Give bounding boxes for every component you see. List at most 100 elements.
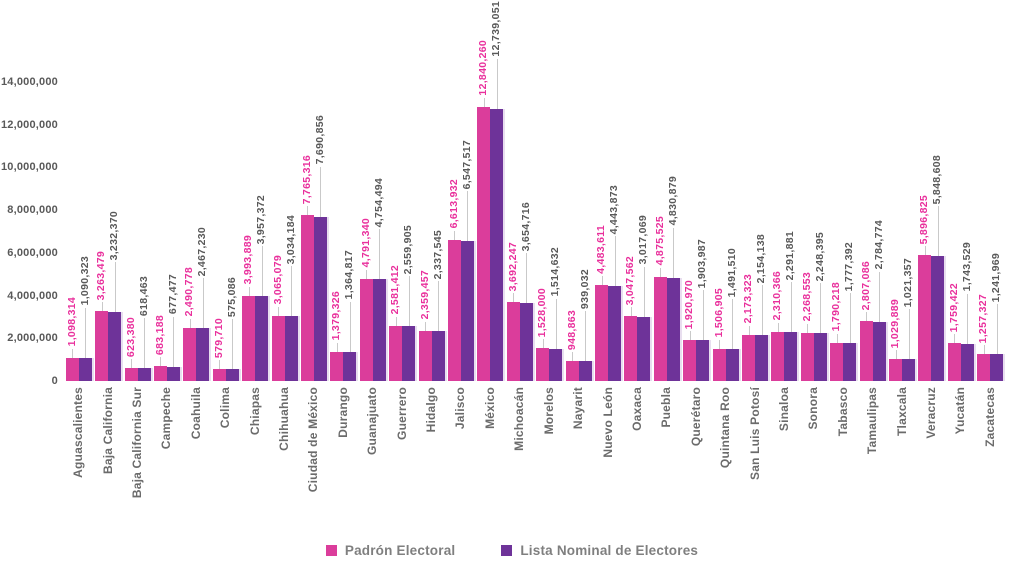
bar-padron-electoral bbox=[300, 215, 314, 381]
bar-padron-electoral bbox=[477, 106, 491, 381]
bar-lista-nominal bbox=[519, 302, 533, 381]
bar-lista-nominal bbox=[608, 286, 622, 381]
label-leader-line bbox=[336, 342, 338, 352]
label-leader-line bbox=[673, 227, 675, 278]
bar-padron-electoral bbox=[595, 285, 609, 381]
label-leader-line bbox=[689, 330, 691, 340]
bar-padron-electoral bbox=[683, 339, 697, 381]
bar-lista-nominal bbox=[990, 354, 1004, 381]
x-axis-label: Baja California Sur bbox=[130, 387, 145, 499]
x-axis-label: Tlaxcala bbox=[894, 387, 909, 436]
bar-lista-nominal bbox=[78, 357, 92, 381]
label-leader-line bbox=[849, 293, 851, 344]
x-axis-category: Tabasco bbox=[829, 387, 858, 532]
bar-value-label: 2,291,881 bbox=[784, 230, 797, 281]
bar-lista-nominal bbox=[696, 340, 710, 381]
bar-value-label: 579,710 bbox=[212, 317, 225, 358]
x-axis-label: México bbox=[482, 387, 497, 429]
bar-value-label: 1,364,817 bbox=[343, 250, 356, 300]
bar-value-label: 1,920,970 bbox=[683, 279, 696, 329]
bar-padron-electoral bbox=[359, 278, 373, 381]
legend-swatch-lista-icon bbox=[501, 545, 513, 556]
bar-padron-electoral bbox=[830, 342, 844, 381]
label-leader-line bbox=[719, 339, 721, 349]
y-tick-label: 14,000,000 bbox=[0, 76, 58, 88]
bar-value-label: 3,692,247 bbox=[506, 241, 519, 292]
x-axis-category: Colima bbox=[211, 387, 240, 532]
bar-value-label: 2,154,138 bbox=[755, 233, 768, 283]
bar-value-label: 1,257,327 bbox=[977, 293, 990, 344]
x-axis-category: Morelos bbox=[535, 387, 564, 532]
x-axis-category: Campeche bbox=[152, 387, 181, 532]
bar-lista-nominal bbox=[372, 279, 386, 381]
x-axis-label: Nayarit bbox=[571, 387, 586, 430]
label-leader-line bbox=[189, 318, 191, 328]
label-leader-line bbox=[790, 282, 792, 333]
label-leader-line bbox=[248, 286, 250, 296]
x-axis-label: Zacatecas bbox=[982, 387, 997, 447]
x-axis-label: Tabasco bbox=[835, 387, 850, 437]
bar-value-label: 1,098,314 bbox=[65, 297, 78, 347]
bar-value-label: 4,791,340 bbox=[359, 218, 372, 268]
bar-lista-nominal bbox=[313, 216, 327, 381]
bar-lista-nominal bbox=[960, 343, 974, 381]
x-axis-label: Coahuila bbox=[188, 387, 203, 440]
label-leader-line bbox=[601, 276, 603, 286]
label-leader-line bbox=[702, 290, 704, 341]
label-leader-line bbox=[366, 269, 368, 279]
bar-lista-nominal bbox=[460, 241, 474, 381]
bar-value-label: 1,506,905 bbox=[712, 288, 725, 338]
bar-padron-electoral bbox=[212, 368, 226, 381]
bar-lista-nominal bbox=[902, 359, 916, 381]
bar-value-label: 683,188 bbox=[153, 315, 166, 356]
bar-lista-nominal bbox=[343, 351, 357, 381]
bar-value-label: 4,875,525 bbox=[653, 216, 666, 266]
bar-value-label: 6,547,517 bbox=[460, 139, 473, 190]
bar-value-label: 3,017,069 bbox=[637, 215, 650, 265]
bar-value-label: 1,759,422 bbox=[947, 283, 960, 333]
bar-padron-electoral bbox=[183, 327, 197, 381]
bar-value-label: 4,830,879 bbox=[666, 176, 679, 226]
label-leader-line bbox=[526, 252, 528, 303]
x-axis-category: Querétaro bbox=[682, 387, 711, 532]
bar-value-label: 948,863 bbox=[565, 309, 578, 350]
x-axis-category: Baja California bbox=[93, 387, 122, 532]
label-leader-line bbox=[320, 166, 322, 217]
label-leader-line bbox=[807, 323, 809, 333]
x-axis-category: Veracruz bbox=[917, 387, 946, 532]
x-axis: Aguascalientes Baja California Baja Califo… bbox=[64, 387, 1005, 532]
bar-value-label: 2,359,457 bbox=[418, 270, 431, 320]
bar-lista-nominal bbox=[431, 331, 445, 381]
x-axis-label: Veracruz bbox=[923, 387, 938, 439]
x-axis-category: Oaxaca bbox=[623, 387, 652, 532]
bar-lista-nominal bbox=[490, 108, 504, 381]
label-leader-line bbox=[777, 322, 779, 332]
label-leader-line bbox=[202, 278, 204, 329]
x-axis-label: Colima bbox=[218, 387, 233, 429]
bar-lista-nominal bbox=[755, 335, 769, 381]
bar-value-label: 3,047,562 bbox=[624, 255, 637, 305]
legend-item-lista-nominal: Lista Nominal de Electores bbox=[501, 543, 698, 558]
label-leader-line bbox=[643, 266, 645, 317]
label-leader-line bbox=[983, 345, 985, 355]
x-axis-category: Chiapas bbox=[240, 387, 269, 532]
bar-value-label: 1,090,323 bbox=[78, 256, 91, 306]
y-axis: 0 2,000,000 4,000,000 6,000,000 8,000,000 10,… bbox=[0, 76, 58, 387]
bar-lista-nominal bbox=[725, 349, 739, 381]
bar-lista-nominal bbox=[843, 343, 857, 381]
label-leader-line bbox=[496, 58, 498, 109]
bar-lista-nominal bbox=[813, 332, 827, 381]
bar-value-label: 939,032 bbox=[578, 268, 591, 309]
bar-value-label: 1,021,357 bbox=[902, 257, 915, 308]
label-leader-line bbox=[173, 316, 175, 367]
y-tick-label: 2,000,000 bbox=[7, 332, 58, 345]
bar-value-label: 3,957,372 bbox=[255, 195, 268, 245]
legend-label-padron: Padrón Electoral bbox=[344, 543, 456, 558]
x-axis-category: Quintana Roo bbox=[711, 387, 740, 532]
bar-padron-electoral bbox=[977, 354, 991, 381]
bar-value-label: 4,483,611 bbox=[595, 225, 608, 275]
bar-padron-electoral bbox=[506, 302, 520, 381]
x-axis-label: Sonora bbox=[806, 387, 821, 430]
bar-padron-electoral bbox=[330, 351, 344, 381]
x-axis-category: Jalisco bbox=[446, 387, 475, 532]
